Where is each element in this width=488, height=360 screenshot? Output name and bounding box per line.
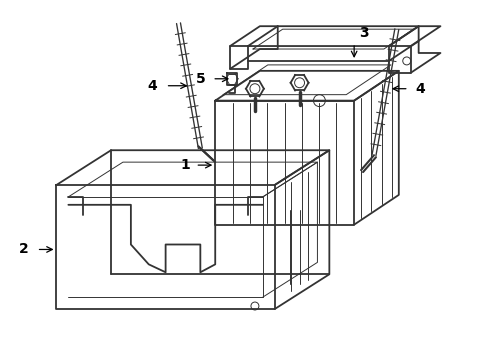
Text: 1: 1 [180, 158, 190, 172]
Text: 4: 4 [147, 79, 157, 93]
Text: 4: 4 [415, 82, 425, 96]
Text: 5: 5 [195, 72, 205, 86]
Text: 3: 3 [359, 26, 368, 40]
Text: 2: 2 [19, 242, 28, 256]
